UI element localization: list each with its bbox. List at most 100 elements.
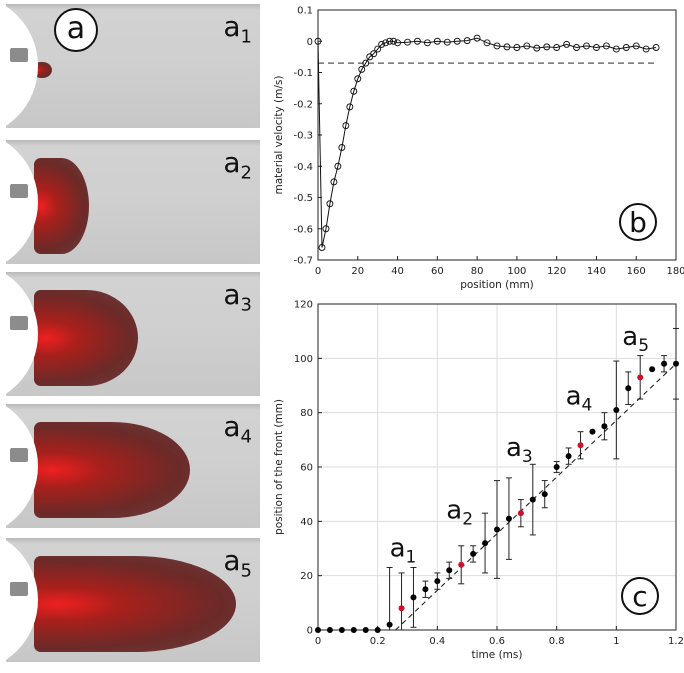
velocity-point [642,45,650,53]
x-tick-label: 60 [431,266,444,277]
panel-a-image-sequence: a a1 a2 a3 a4 a5 [0,0,262,673]
plume [34,556,237,652]
data-point-highlight [637,374,644,381]
frame-a1: a1 [6,4,260,128]
data-point [338,627,345,633]
annotation-a3: a3 [506,433,533,467]
y-tick-label: 100 [294,354,313,365]
data-point-highlight [398,605,405,612]
data-point [553,464,560,470]
velocity-point [443,38,451,46]
velocity-point [583,42,590,50]
velocity-point [533,44,541,52]
y-tick-label: -0.2 [293,99,313,110]
y-tick-label: 80 [300,408,313,419]
data-point [625,385,632,392]
data-point [410,594,417,601]
velocity-point [612,45,620,53]
plume [34,422,191,518]
velocity-point [563,40,571,48]
data-point [601,423,608,430]
clamp-icon [10,184,28,198]
data-point [494,526,500,533]
velocity-point [622,44,630,51]
badge-c-circle [621,577,659,615]
velocity-point [394,39,402,47]
data-point [362,627,369,633]
x-tick-label: 40 [391,266,404,277]
frame-label: a1 [223,10,252,48]
x-tick-label: 0 [315,266,321,277]
velocity-point [318,244,326,251]
frame-a5: a5 [6,538,260,662]
annotation-a1: a1 [390,534,417,568]
x-tick-label: 0.6 [489,636,505,647]
clamp-icon [10,582,28,596]
velocity-point [423,39,431,47]
velocity-point [413,37,421,45]
velocity-point [334,162,342,170]
velocity-point [573,44,581,51]
x-tick-label: 0.2 [370,636,386,647]
plume [34,158,90,254]
velocity-point [314,37,322,45]
x-tick-label: 1 [613,636,619,647]
x-tick-label: 0 [315,636,321,647]
data-point [649,366,656,373]
data-point-highlight [458,561,465,568]
data-point [613,406,620,413]
y-tick-label: 120 [294,300,313,311]
y-tick-label: -0.5 [293,193,313,204]
data-point [529,496,536,503]
velocity-point [386,37,394,45]
velocity-point [322,225,330,233]
data-point [422,586,429,593]
y-tick-label: -0.1 [293,68,313,79]
velocity-point [493,42,501,50]
y-axis-label: material velocity (m/s) [273,76,285,195]
panel-a-badge: a [54,8,98,52]
y-tick-label: 40 [300,517,313,528]
fit-dashed-line [395,363,677,631]
data-point [673,360,679,367]
data-point [350,627,357,633]
y-tick-label: 20 [300,571,313,582]
clamp-icon [10,48,28,62]
frame-label: a5 [223,544,252,582]
velocity-point [390,37,398,45]
data-point [434,578,441,585]
y-tick-label: 60 [300,463,313,474]
data-point [386,621,393,628]
data-point [589,428,596,435]
data-point [505,515,512,522]
velocity-point [370,50,378,58]
velocity-point [354,75,362,83]
data-point-highlight [577,442,584,449]
y-tick-label: -0.6 [293,224,313,235]
velocity-point [503,43,511,51]
velocity-point [652,44,660,51]
y-tick-label: -0.4 [293,162,313,173]
y-tick-label: 0 [307,37,313,48]
velocity-point [463,37,471,45]
data-point [470,550,477,557]
velocity-point [483,39,491,47]
y-tick-label: -0.7 [293,256,313,267]
clamp-icon [10,316,28,330]
velocity-point [374,45,382,53]
annotation-a4: a4 [566,382,593,416]
x-tick-label: 0.8 [549,636,565,647]
x-tick-label: 0.4 [429,636,445,647]
data-point [446,567,453,574]
chart-c-front-position: 0 0.2 0.4 0.6 0.8 1 1.2 0 20 40 60 80 100 120 time (ms… [273,300,684,662]
velocity-point [523,42,531,50]
frame-a4: a4 [6,404,260,528]
x-axis-label: position (mm) [460,279,534,291]
data-point [482,540,489,547]
y-axis-label: position of the front (mm) [273,399,285,535]
velocity-point [358,65,366,73]
velocity-point [382,39,390,47]
data-point [326,627,333,633]
data-point [374,627,381,633]
x-tick-label: 80 [471,266,484,277]
